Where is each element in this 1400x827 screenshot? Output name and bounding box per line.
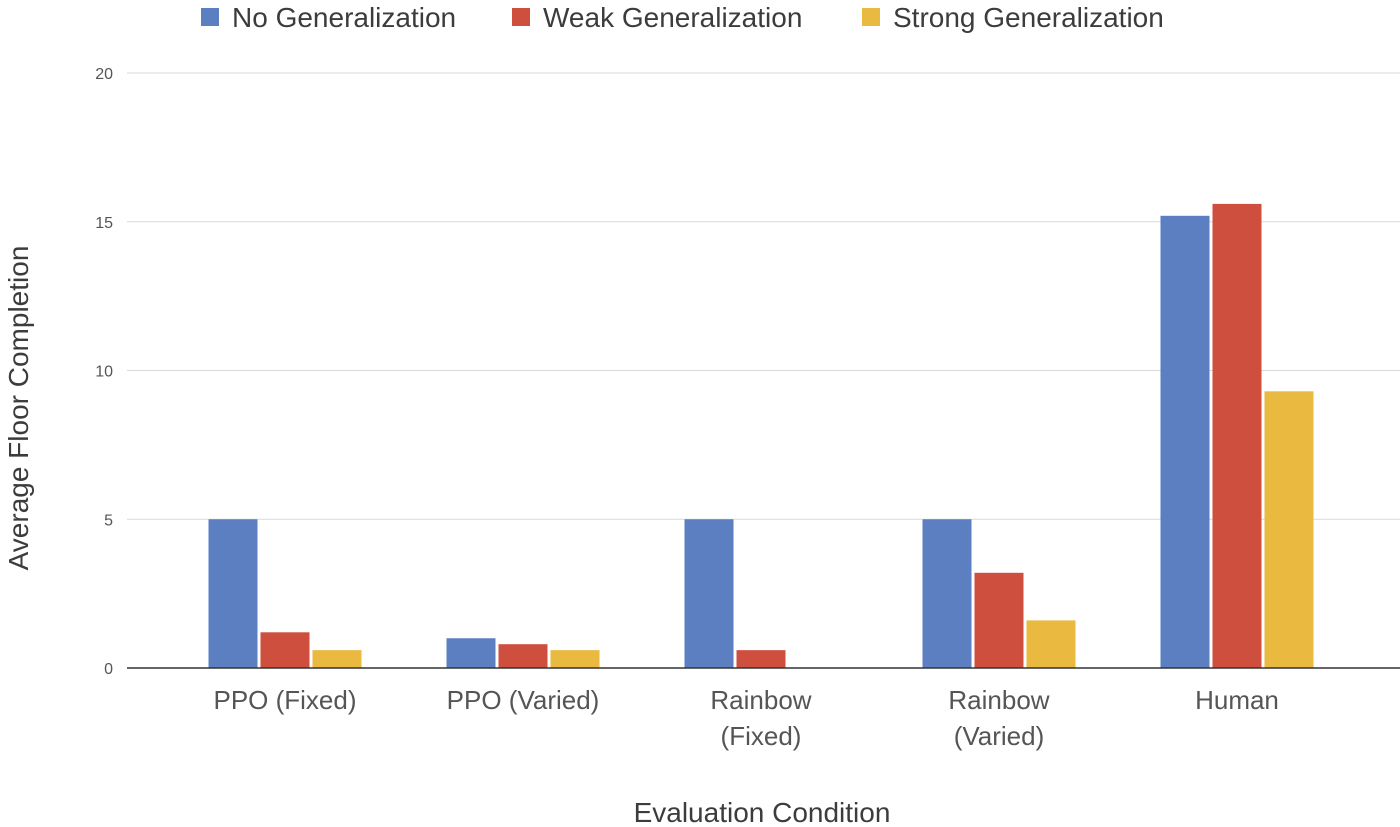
bar	[260, 632, 310, 668]
x-tick-label: PPO (Fixed)	[213, 685, 356, 715]
y-axis-ticks: 0 5 10 15 20	[95, 66, 113, 678]
bar	[550, 650, 600, 668]
y-tick-label: 20	[95, 66, 113, 83]
bar	[974, 572, 1024, 668]
x-tick-label: Rainbow	[710, 685, 811, 715]
x-tick-label: (Fixed)	[721, 721, 802, 751]
legend-swatch	[862, 8, 880, 26]
x-tick-label: (Varied)	[954, 721, 1045, 751]
bar	[1026, 620, 1076, 668]
bar	[1264, 391, 1314, 668]
legend-label: No Generalization	[232, 2, 456, 33]
bar	[446, 638, 496, 668]
x-tick-label: Rainbow	[948, 685, 1049, 715]
y-tick-label: 15	[95, 215, 113, 232]
bar	[922, 519, 972, 668]
bar	[1160, 215, 1210, 669]
legend-swatch	[201, 8, 219, 26]
y-tick-label: 10	[95, 364, 113, 381]
y-tick-label: 5	[104, 512, 113, 529]
legend-label: Strong Generalization	[893, 2, 1164, 33]
bar	[498, 644, 548, 668]
bar	[1212, 203, 1262, 668]
bar	[684, 519, 734, 668]
y-axis-title: Average Floor Completion	[3, 246, 34, 571]
x-tick-label: Human	[1195, 685, 1279, 715]
x-axis-title: Evaluation Condition	[634, 797, 891, 827]
legend-label: Weak Generalization	[543, 2, 802, 33]
bar	[736, 650, 786, 668]
y-tick-label: 0	[104, 661, 113, 678]
bar	[208, 519, 258, 668]
bars	[208, 203, 1314, 669]
x-tick-label: PPO (Varied)	[447, 685, 600, 715]
legend-swatch	[512, 8, 530, 26]
x-axis-categories: PPO (Fixed) PPO (Varied) Rainbow (Fixed) Rai…	[213, 685, 1278, 751]
bar	[312, 650, 362, 668]
legend: No Generalization Weak Generalization Stro…	[201, 2, 1164, 33]
